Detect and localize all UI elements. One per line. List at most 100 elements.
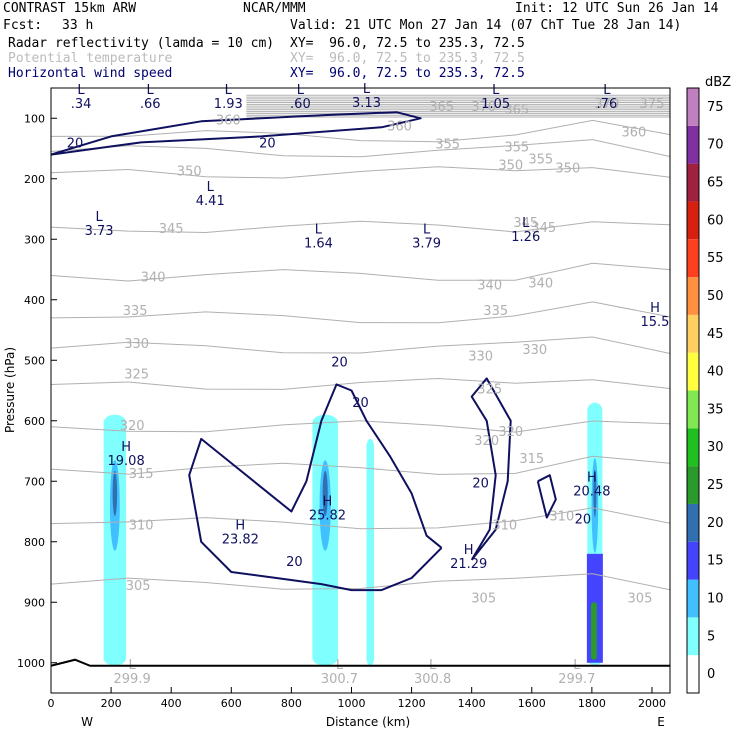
- theta-label: 360: [216, 113, 241, 128]
- extremum-value: 300.8: [414, 672, 451, 687]
- theta-contour: [50, 220, 671, 234]
- theta-label: 340: [528, 277, 553, 292]
- theta-contour: [50, 336, 671, 354]
- colorbar-frame: [686, 87, 700, 694]
- extremum-kind: L: [492, 83, 500, 98]
- field-theta-name: Potential temperature: [8, 51, 173, 66]
- y-tick-label: 300: [24, 233, 45, 246]
- theta-contour: [50, 420, 671, 433]
- theta-label: 310: [492, 519, 517, 534]
- theta-contour: [50, 262, 671, 282]
- colorbar: 0 5 10 15 20 25 30 35 40 45 50 55 60 65 70 75 dBZ: [686, 75, 731, 694]
- field-theta-xy: XY= 96.0, 72.5 to 235.3, 72.5: [290, 51, 525, 66]
- extremum-kind: L: [207, 180, 215, 195]
- extremum-kind: L: [363, 82, 371, 97]
- colorbar-swatch: [687, 352, 699, 391]
- field-reflectivity-name: Radar reflectivity (lamda = 10 cm): [8, 36, 275, 51]
- theta-label: 355: [528, 153, 553, 168]
- extremum-kind: L: [297, 83, 305, 98]
- theta-label: 370: [594, 97, 619, 112]
- x-tick-label: 2000: [638, 697, 666, 710]
- colorbar-swatch: [687, 88, 699, 126]
- theta-label: 345: [513, 216, 538, 231]
- extremum-value: 3.13: [352, 96, 381, 111]
- colorbar-tick-label: 25: [707, 478, 724, 493]
- fcst-label: Fcst:: [3, 18, 43, 33]
- extremum-value: 299.7: [558, 672, 595, 687]
- y-axis-label: Pressure (hPa): [3, 347, 17, 433]
- theta-label: 350: [555, 162, 580, 177]
- wind-contour-layer: [50, 111, 557, 592]
- extremum-value: 3.73: [85, 224, 114, 239]
- wind-contour: [50, 111, 422, 156]
- theta-label: 305: [471, 591, 496, 606]
- theta-label: 335: [123, 304, 148, 319]
- y-tick-label: 600: [24, 415, 45, 428]
- theta-label: 325: [477, 383, 502, 398]
- surface-line: [50, 658, 670, 667]
- colorbar-swatch: [687, 655, 699, 693]
- axes-layer: 0 200 400 600 800 1000 1200 1400 1600 1800 2000 100…: [17, 87, 671, 710]
- field-reflectivity-xy: XY= 96.0, 72.5 to 235.3, 72.5: [290, 36, 525, 51]
- extremum-kind: L: [315, 222, 323, 237]
- extremum-kind: H: [235, 519, 245, 534]
- colorbar-tick-label: 60: [707, 213, 724, 228]
- wind-label: 20: [352, 396, 369, 411]
- theta-label: 305: [628, 591, 653, 606]
- extremum-value: .60: [290, 97, 311, 112]
- colorbar-tick-label: 40: [707, 365, 724, 380]
- model-title: CONTRAST 15km ARW: [3, 1, 137, 16]
- extremum-value: 23.82: [222, 533, 259, 548]
- colorbar-tick-label: 65: [707, 176, 724, 191]
- extremum-value: .76: [597, 97, 618, 112]
- extremum-kind: H: [121, 440, 131, 455]
- theta-label: 330: [124, 337, 149, 352]
- theta-label: 360: [622, 125, 647, 140]
- theta-label: 340: [477, 278, 502, 293]
- colorbar-tick-label: 20: [707, 516, 724, 531]
- wind-label: 20: [286, 555, 303, 570]
- colorbar-tick-label: 5: [707, 629, 715, 644]
- extremum-kind: H: [587, 470, 597, 485]
- extremum-kind: L: [225, 83, 233, 98]
- y-tick-label: 400: [24, 294, 45, 307]
- colorbar-swatch: [687, 125, 699, 164]
- wind-label: 20: [67, 136, 84, 151]
- x-tick-label: 0: [48, 697, 55, 710]
- extremum-kind: L: [77, 83, 85, 98]
- extremum-value: 1.05: [481, 97, 510, 112]
- colorbar-swatch: [687, 314, 699, 353]
- colorbar-swatch: [687, 466, 699, 504]
- extremum-kind: H: [650, 301, 660, 316]
- colorbar-swatch: [687, 503, 699, 542]
- wind-label: 20: [259, 136, 276, 151]
- theta-label: 345: [159, 222, 184, 237]
- theta-label: 320: [120, 419, 145, 434]
- extremum-kind: L: [603, 83, 611, 98]
- extremum-kind: L: [95, 210, 103, 225]
- colorbar-swatch: [687, 541, 699, 580]
- x-tick-label: 1400: [458, 697, 486, 710]
- colorbar-tick-label: 30: [707, 440, 724, 455]
- colorbar-tick-label: 45: [707, 327, 724, 342]
- colorbar-tick-label: 50: [707, 289, 724, 304]
- theta-contour: [50, 166, 671, 179]
- x-tick-label: 400: [161, 697, 182, 710]
- colorbar-tick-label: 10: [707, 591, 724, 606]
- colorbar-tick-label: 0: [707, 667, 715, 682]
- theta-contour: [50, 301, 671, 324]
- colorbar-tick-label: 75: [707, 100, 724, 115]
- x-tick-label: 1800: [578, 697, 606, 710]
- colorbar-tick-label: 35: [707, 402, 724, 417]
- theta-label: 350: [177, 165, 202, 180]
- theta-label: 310: [129, 519, 154, 534]
- x-tick-label: 1200: [398, 697, 426, 710]
- wind-label: 20: [331, 355, 348, 370]
- theta-label: 330: [468, 349, 493, 364]
- reflectivity-layer: [103, 402, 603, 666]
- wind-label: 20: [472, 476, 489, 491]
- extremum-kind: L: [423, 222, 431, 237]
- y-tick-label: 200: [24, 173, 45, 186]
- extremum-value: 3.79: [412, 236, 441, 251]
